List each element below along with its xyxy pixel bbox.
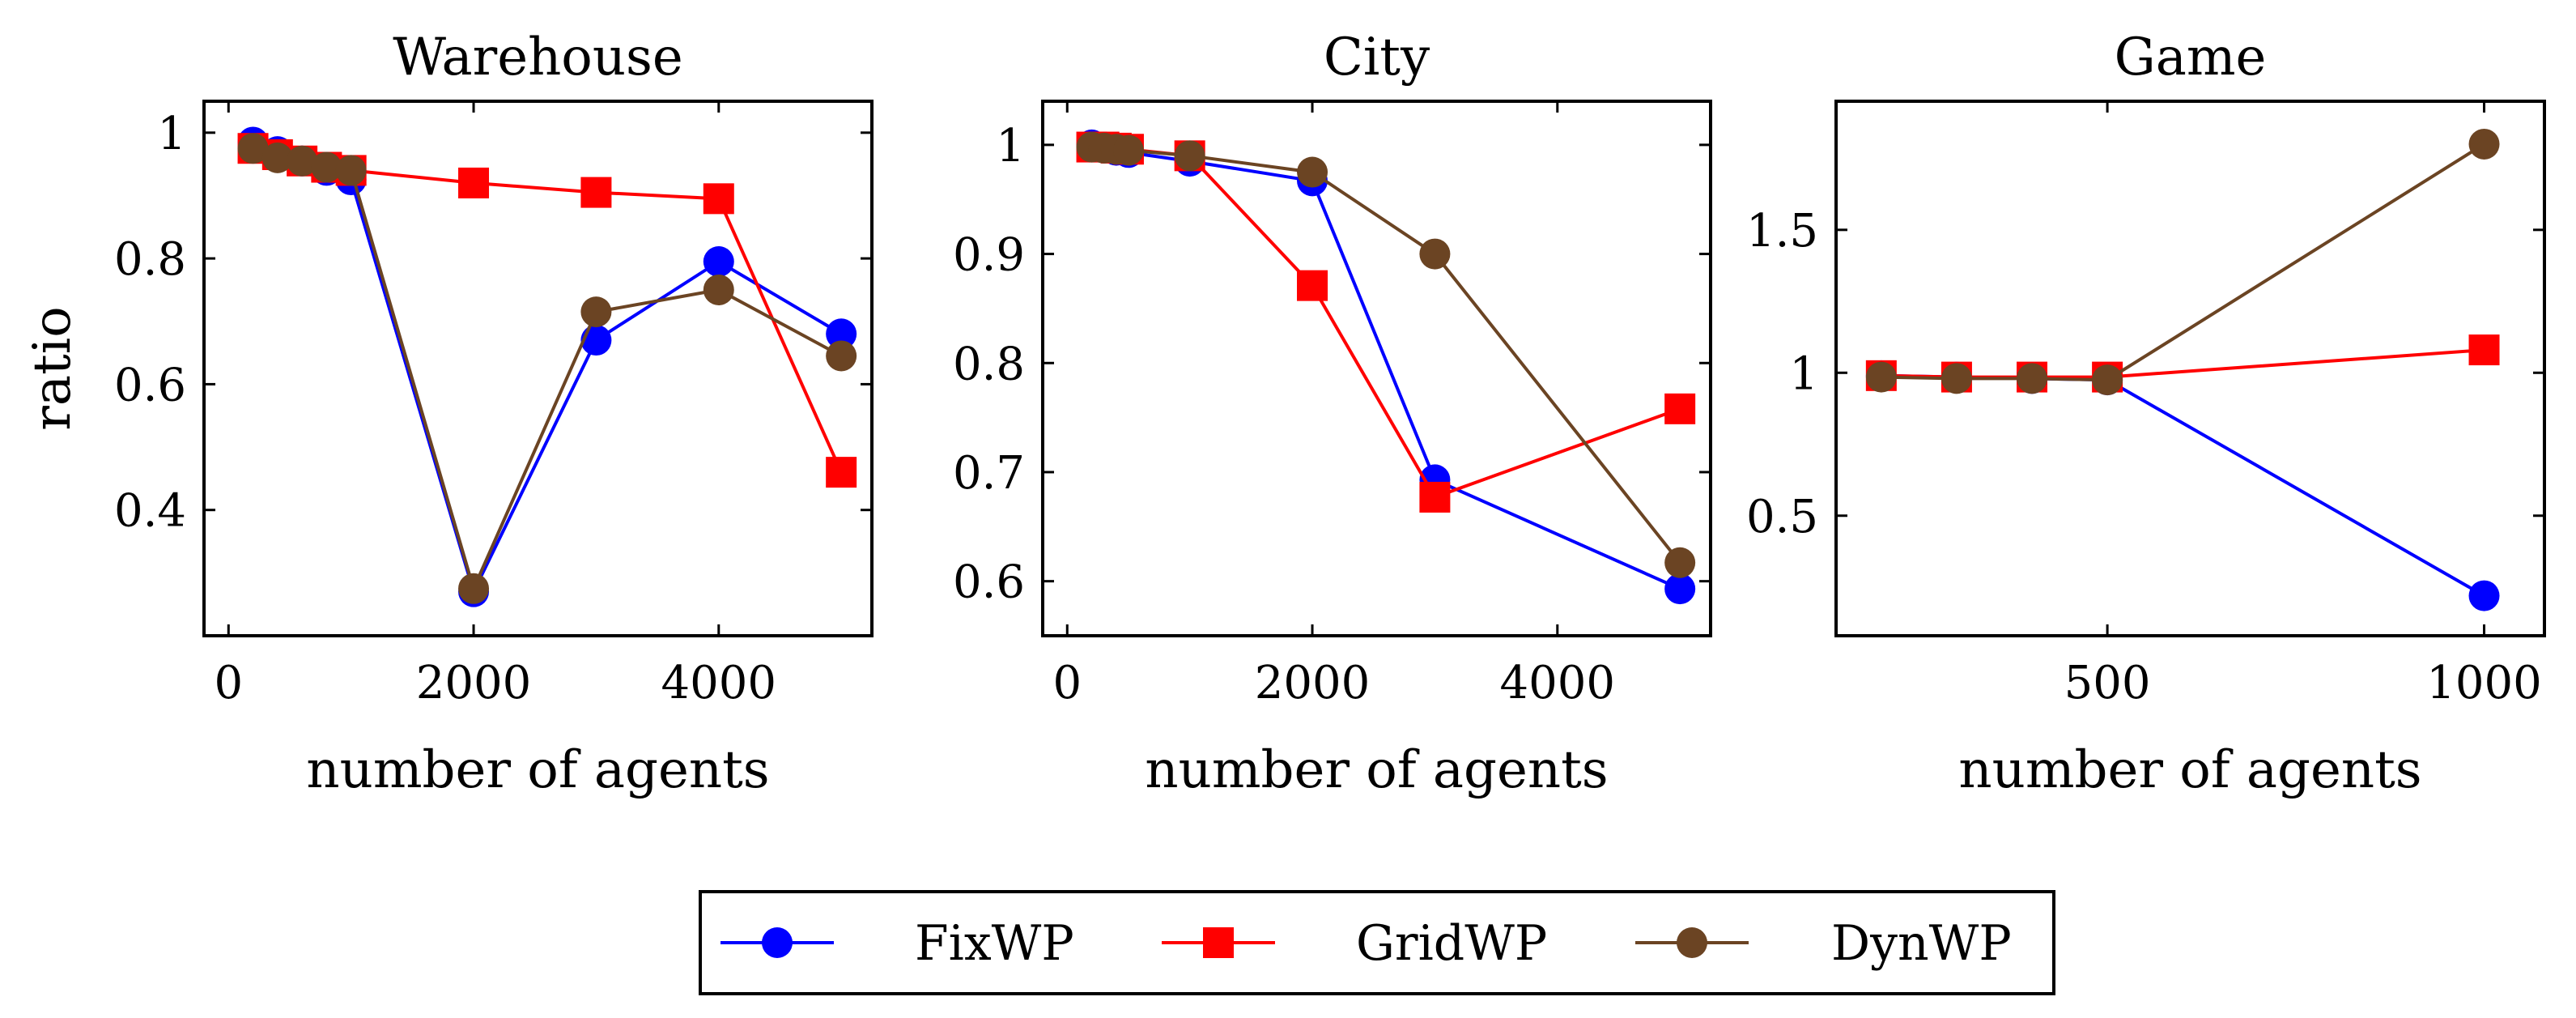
series-dynwp-warehouse: [237, 133, 857, 604]
legend-marker-dynwp: [1677, 927, 1707, 958]
x-axis-label-game: number of agents: [1958, 740, 2421, 800]
data-point-dynwp-game: [1941, 363, 1972, 394]
x-tick-label-game: 500: [2064, 657, 2151, 709]
x-tick-label-city: 4000: [1500, 657, 1616, 709]
legend-marker-fixwp: [762, 927, 793, 958]
x-tick-label-warehouse: 2000: [416, 657, 532, 709]
y-tick-label-city: 0.9: [953, 229, 1025, 282]
series-line-gridwp-city: [1091, 145, 1681, 499]
series-line-fixwp-game: [1881, 373, 2485, 598]
legend-label-fixwp: FixWP: [915, 915, 1074, 972]
data-point-dynwp-city: [1297, 156, 1328, 188]
series-line-fixwp-warehouse: [252, 140, 843, 594]
plot-frame-city: [1041, 100, 1712, 637]
legend-marker-gridwp: [1203, 927, 1234, 958]
series-dynwp-game: [1865, 128, 2500, 396]
data-point-fixwp-warehouse: [703, 246, 734, 277]
series-dynwp-city: [1076, 131, 1696, 578]
x-tick-label-warehouse: 4000: [661, 657, 777, 709]
legend-entry-dynwp: DynWP: [1635, 915, 2012, 972]
chart-title-game: Game: [2115, 28, 2267, 87]
data-point-gridwp-warehouse: [458, 167, 490, 198]
series-gridwp-warehouse: [237, 133, 857, 488]
plot-frame-warehouse: [202, 100, 874, 637]
data-point-fixwp-warehouse: [580, 325, 612, 356]
data-point-dynwp-warehouse: [703, 274, 734, 305]
x-axis-label-city: number of agents: [1145, 740, 1608, 800]
legend-entry-gridwp: GridWP: [1162, 915, 1547, 972]
data-point-gridwp-city: [1297, 270, 1328, 301]
data-point-gridwp-warehouse: [703, 183, 734, 215]
series-fixwp-warehouse: [237, 126, 857, 607]
legend: FixWP GridWP DynWP: [699, 890, 2055, 995]
series-line-fixwp-city: [1091, 143, 1681, 590]
data-point-dynwp-game: [2092, 364, 2123, 396]
series-line-dynwp-warehouse: [252, 147, 843, 590]
data-point-gridwp-warehouse: [580, 177, 612, 208]
legend-frame: [699, 890, 2055, 995]
data-point-dynwp-city: [1112, 134, 1144, 166]
y-tick-label-city: 0.7: [953, 447, 1025, 500]
y-tick-label-game: 1.5: [1746, 205, 1818, 258]
y-tick-label-warehouse: 0.4: [114, 485, 186, 538]
data-point-dynwp-warehouse: [458, 573, 490, 604]
x-tick-label-city: 0: [1052, 657, 1082, 709]
chart-game: Game 500 1000 0.5 1 1.5 number of agents: [1746, 28, 2546, 800]
y-tick-label-city: 0.6: [953, 556, 1025, 609]
data-point-dynwp-warehouse: [335, 155, 367, 186]
data-point-gridwp-warehouse: [826, 457, 857, 488]
data-point-fixwp-city: [1664, 573, 1696, 605]
data-point-fixwp-warehouse: [826, 318, 857, 350]
data-point-dynwp-warehouse: [287, 145, 318, 177]
x-tick-label-city: 2000: [1255, 657, 1371, 709]
data-point-gridwp-city: [1419, 481, 1451, 513]
y-tick-label-warehouse: 0.8: [114, 233, 186, 286]
data-point-dynwp-game: [2468, 128, 2500, 160]
data-point-dynwp-city: [1664, 547, 1696, 578]
data-point-dynwp-warehouse: [580, 296, 612, 328]
legend-label-gridwp: GridWP: [1356, 915, 1547, 972]
data-point-dynwp-city: [1174, 140, 1205, 172]
chart-title-city: City: [1324, 28, 1430, 87]
y-tick-label-warehouse: 0.6: [114, 359, 186, 411]
series-gridwp-city: [1076, 131, 1696, 513]
x-tick-label-game: 1000: [2426, 657, 2542, 709]
data-point-dynwp-game: [1865, 361, 1897, 393]
data-point-fixwp-game: [2468, 580, 2500, 611]
y-tick-label-city: 0.8: [953, 338, 1025, 390]
series-fixwp-city: [1076, 129, 1696, 605]
data-point-dynwp-warehouse: [237, 133, 269, 164]
series-fixwp-game: [1865, 360, 2500, 611]
chart-warehouse: Warehouse 0 2000 4000 0.4 0.6 0.8 1 number of ag…: [23, 28, 874, 800]
data-point-dynwp-game: [2017, 363, 2048, 394]
y-tick-label-city: 1: [996, 120, 1025, 173]
data-point-gridwp-city: [1664, 393, 1696, 424]
data-point-dynwp-warehouse: [261, 142, 293, 173]
y-axis-label-warehouse: ratio: [23, 306, 83, 430]
y-tick-label-game: 0.5: [1746, 491, 1818, 543]
x-tick-label-warehouse: 0: [214, 657, 243, 709]
chart-panels: Warehouse 0 2000 4000 0.4 0.6 0.8 1 number of ag…: [23, 28, 2546, 800]
y-tick-label-warehouse: 1: [157, 108, 186, 160]
data-point-dynwp-warehouse: [311, 151, 342, 183]
chart-title-warehouse: Warehouse: [393, 28, 683, 87]
legend-entry-fixwp: FixWP: [721, 915, 1074, 972]
data-point-dynwp-city: [1419, 238, 1451, 270]
x-axis-label-warehouse: number of agents: [306, 740, 769, 800]
legend-label-dynwp: DynWP: [1831, 915, 2012, 972]
data-point-dynwp-warehouse: [826, 340, 857, 372]
chart-city: City 0 2000 4000 0.6 0.7 0.8 0.9 1 number of agen…: [953, 28, 1712, 800]
y-tick-label-game: 1: [1789, 347, 1818, 400]
data-point-gridwp-game: [2468, 334, 2500, 366]
series-line-dynwp-city: [1091, 145, 1681, 564]
plot-frame-game: [1834, 100, 2546, 637]
series-line-dynwp-game: [1881, 143, 2485, 382]
